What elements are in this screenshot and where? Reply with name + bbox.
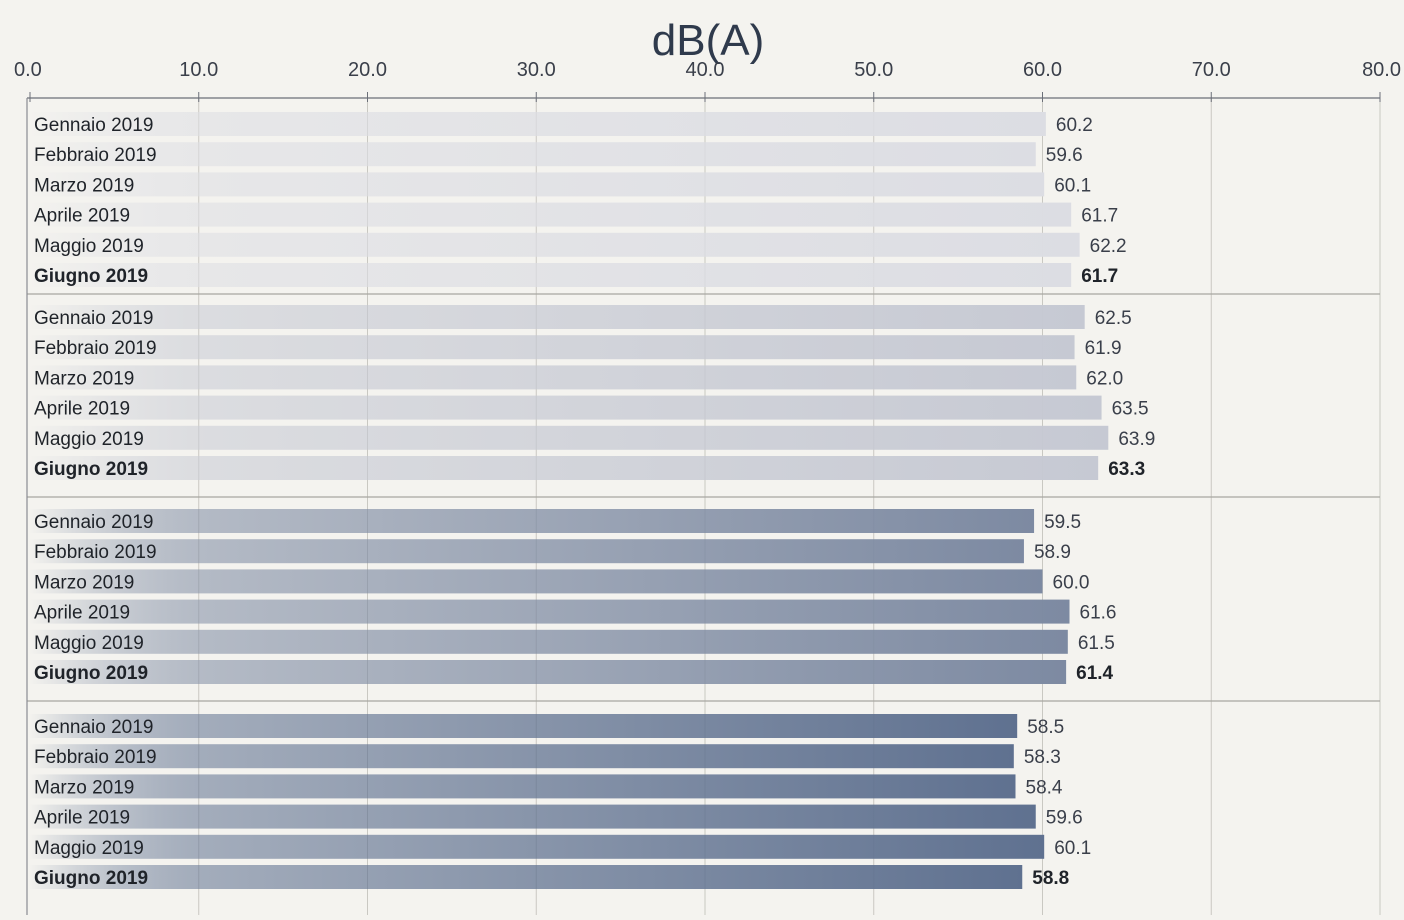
bar-category-label: Aprile 2019	[34, 206, 130, 227]
bar-category-label: Marzo 2019	[34, 777, 134, 798]
bar-category-label: Gennaio 2019	[34, 115, 153, 136]
bar-value-label: 61.6	[1080, 603, 1117, 624]
bar-category-label: Febbraio 2019	[34, 338, 157, 359]
bars	[29, 112, 1109, 889]
bar-value-label: 58.4	[1026, 777, 1063, 798]
bar-value-label: 61.5	[1078, 633, 1115, 654]
bar-category-label: Marzo 2019	[34, 368, 134, 389]
bar	[29, 804, 1036, 829]
bar-value-label: 63.9	[1118, 429, 1155, 450]
labels: Gennaio 2019 60.2 Febbraio 2019 59.6 Marzo 2…	[34, 115, 1155, 889]
bar-value-label: 60.2	[1056, 115, 1093, 136]
bar-value-label: 58.5	[1027, 717, 1064, 738]
bar-category-label: Marzo 2019	[34, 175, 134, 196]
x-tick-label: 80.0	[1362, 59, 1401, 81]
x-tick-label: 60.0	[1023, 59, 1062, 81]
bar	[29, 335, 1075, 360]
unit-label: dB(A)	[652, 16, 764, 65]
bar-value-label: 61.7	[1081, 266, 1118, 287]
bar	[29, 202, 1072, 227]
x-tick-label: 0.0	[14, 59, 42, 81]
x-axis: dB(A) 0.0 10.0 20.0 30.0 40.0 50.0 60.0 70.0 80.0	[14, 16, 1401, 915]
bar-value-label: 61.9	[1085, 338, 1122, 359]
bar-category-label: Gennaio 2019	[34, 717, 153, 738]
bar	[29, 539, 1024, 564]
x-tick-label: 20.0	[348, 59, 387, 81]
bar-category-label: Giugno 2019	[34, 868, 148, 889]
bar-category-label: Maggio 2019	[34, 236, 144, 257]
bar-value-label: 60.1	[1054, 838, 1091, 859]
bar-value-label: 61.4	[1076, 663, 1113, 684]
bar-category-label: Febbraio 2019	[34, 747, 157, 768]
bar	[29, 263, 1072, 287]
x-tick-label: 10.0	[179, 59, 218, 81]
bar-value-label: 61.7	[1081, 206, 1118, 227]
bar-value-label: 59.6	[1046, 145, 1083, 166]
bar	[29, 774, 1016, 799]
bar	[29, 599, 1070, 624]
bar-value-label: 58.9	[1034, 542, 1071, 563]
bar-category-label: Maggio 2019	[34, 633, 144, 654]
bar-category-label: Gennaio 2019	[34, 512, 153, 533]
bar	[29, 425, 1109, 450]
bar-category-label: Gennaio 2019	[34, 308, 153, 329]
bar	[29, 305, 1085, 329]
bar-category-label: Aprile 2019	[34, 399, 130, 420]
bar-value-label: 58.3	[1024, 747, 1061, 768]
bar-value-label: 59.5	[1044, 512, 1081, 533]
bar-value-label: 62.0	[1086, 368, 1123, 389]
bar-category-label: Maggio 2019	[34, 429, 144, 450]
x-tick-label: 30.0	[517, 59, 556, 81]
bar-category-label: Giugno 2019	[34, 266, 148, 287]
bar-value-label: 62.5	[1095, 308, 1132, 329]
bar-category-label: Febbraio 2019	[34, 542, 157, 563]
bar	[29, 365, 1077, 390]
bar	[29, 509, 1035, 533]
bar-category-label: Giugno 2019	[34, 663, 148, 684]
bar	[29, 834, 1045, 859]
bar-category-label: Febbraio 2019	[34, 145, 157, 166]
bar	[29, 569, 1043, 594]
bar	[29, 865, 1023, 889]
bar	[29, 660, 1067, 684]
bar-category-label: Maggio 2019	[34, 838, 144, 859]
bar	[29, 629, 1068, 654]
bar-category-label: Giugno 2019	[34, 459, 148, 480]
bar-value-label: 63.5	[1112, 399, 1149, 420]
bar-value-label: 63.3	[1108, 459, 1145, 480]
bar-category-label: Aprile 2019	[34, 808, 130, 829]
bar-category-label: Marzo 2019	[34, 572, 134, 593]
bar-category-label: Aprile 2019	[34, 603, 130, 624]
bar-value-label: 58.8	[1032, 868, 1069, 889]
bar-value-label: 60.1	[1054, 175, 1091, 196]
bar	[29, 232, 1080, 257]
bar-value-label: 62.2	[1090, 236, 1127, 257]
bar	[29, 142, 1036, 167]
x-tick-label: 40.0	[686, 59, 725, 81]
bar	[29, 172, 1045, 197]
bar	[29, 395, 1102, 420]
bar-value-label: 60.0	[1053, 572, 1090, 593]
bar	[29, 714, 1018, 738]
bar-value-label: 59.6	[1046, 808, 1083, 829]
bar	[29, 456, 1099, 480]
x-tick-label: 50.0	[854, 59, 893, 81]
x-tick-label: 70.0	[1192, 59, 1231, 81]
bar	[29, 112, 1046, 136]
bar	[29, 744, 1014, 769]
